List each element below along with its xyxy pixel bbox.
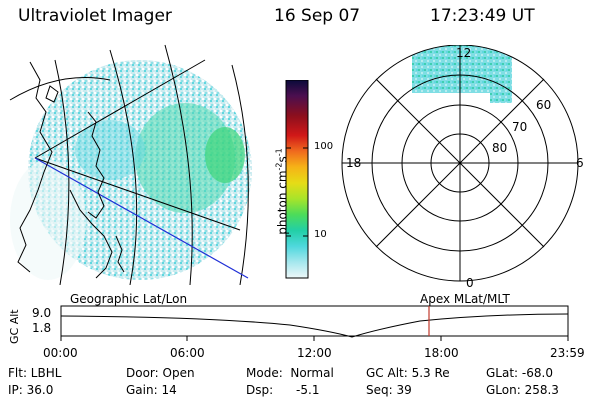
header-time: 17:23:49 UT	[430, 6, 535, 26]
geographic-auroral-image	[9, 44, 252, 285]
orbit-altitude-timeline	[60, 305, 569, 341]
info-gc-alt: GC Alt: 5.3 Re	[366, 366, 450, 380]
info-door: Door: Open	[126, 366, 195, 380]
mlt-label-18: 18	[346, 156, 362, 170]
mlat-label-80: 80	[492, 141, 508, 155]
info-gain: Gain: 14	[126, 383, 177, 397]
timeline-xtick-0600: 06:00	[170, 346, 205, 360]
info-glon: GLon: 258.3	[486, 383, 559, 397]
mlt-label-0: 0	[466, 276, 474, 290]
colorbar-unit-label: photon cm-2s-1	[274, 148, 290, 235]
info-glat: GLat: -68.0	[486, 366, 553, 380]
timeline-left-label: Geographic Lat/Lon	[70, 292, 188, 306]
info-flt: Flt: LBHL	[8, 366, 62, 380]
info-ip: IP: 36.0	[8, 383, 54, 397]
mlt-label-12: 12	[456, 46, 472, 60]
header-date: 16 Sep 07	[274, 6, 361, 26]
timeline-ytick-9: 9.0	[32, 306, 52, 320]
timeline-xtick-1800: 18:00	[424, 346, 459, 360]
timeline-y-axis-label: GC Alt	[8, 309, 21, 344]
colorbar-tick-10: 10	[314, 229, 327, 240]
mlt-label-6: 6	[576, 156, 584, 170]
polar-mlt-plot	[341, 45, 579, 282]
timeline-ytick-1-8: 1.8	[32, 321, 52, 335]
colorbar-tick-100: 100	[314, 141, 334, 152]
app-title: Ultraviolet Imager	[18, 6, 172, 26]
info-dsp: Dsp: -5.1	[246, 383, 320, 397]
info-seq: Seq: 39	[366, 383, 412, 397]
timeline-xtick-0000: 00:00	[43, 346, 78, 360]
intensity-colorbar	[285, 80, 309, 279]
timeline-right-label: Apex MLat/MLT	[420, 292, 510, 306]
mlat-label-60: 60	[536, 98, 552, 112]
timeline-xtick-2359: 23:59	[550, 346, 585, 360]
info-mode: Mode: Normal	[246, 366, 334, 380]
mlat-label-70: 70	[512, 120, 528, 134]
timeline-xtick-1200: 12:00	[297, 346, 332, 360]
